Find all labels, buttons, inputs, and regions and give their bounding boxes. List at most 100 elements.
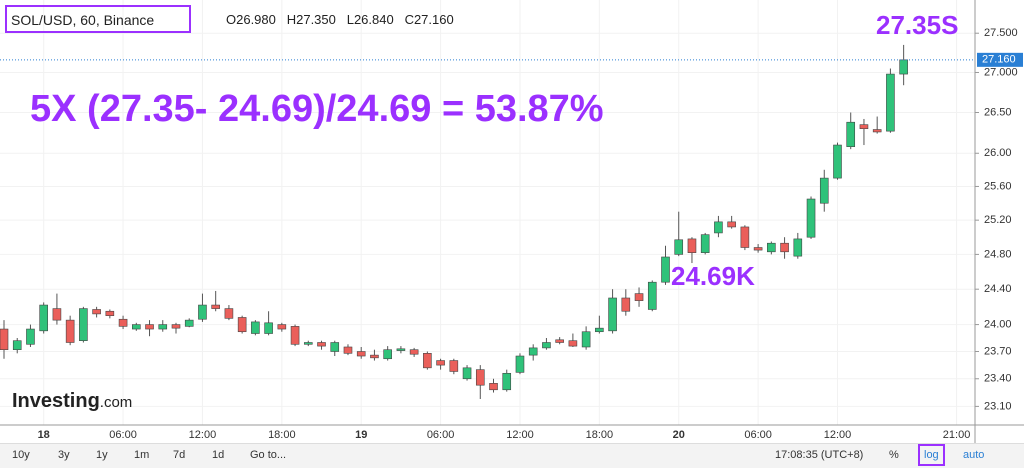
y-tick-label: 27.000 <box>984 66 1018 78</box>
y-tick-label: 23.40 <box>984 373 1012 385</box>
candle-body <box>542 342 551 349</box>
candle-body <box>727 221 736 228</box>
candle-body <box>251 321 260 334</box>
symbol-box[interactable]: SOL/USD, 60, Binance <box>5 5 191 33</box>
y-tick-label: 23.70 <box>984 345 1012 357</box>
range-button[interactable]: 1m <box>134 449 150 461</box>
candle-body <box>449 360 459 372</box>
candle-body <box>714 221 723 234</box>
log-toggle[interactable]: log <box>918 444 945 466</box>
candle-body <box>52 308 62 321</box>
candle-body <box>595 327 604 333</box>
candle-body <box>396 348 406 351</box>
y-tick-label: 25.20 <box>984 214 1012 226</box>
candle-body <box>237 317 247 333</box>
candle-body <box>515 355 525 373</box>
goto-button[interactable]: Go to... <box>250 449 287 461</box>
x-tick-label: 12:00 <box>189 429 217 441</box>
candle-body <box>647 281 657 310</box>
annotation: 5X (27.35- 24.69)/24.69 = 53.87% <box>30 88 604 130</box>
candle-body <box>330 342 340 352</box>
range-button[interactable]: 3y <box>58 449 70 461</box>
range-button[interactable]: 10y <box>12 449 30 461</box>
candle-body <box>475 369 485 386</box>
candle-body <box>859 124 869 130</box>
candle-body <box>621 297 631 312</box>
x-tick-label: 06:00 <box>109 429 137 441</box>
x-tick-label: 12:00 <box>824 429 852 441</box>
candle-body <box>0 328 9 350</box>
x-tick-label: 12:00 <box>506 429 534 441</box>
y-tick-label: 25.60 <box>984 180 1012 192</box>
percent-toggle[interactable]: % <box>889 449 899 461</box>
candle-body <box>39 304 48 332</box>
y-tick-label: 24.00 <box>984 318 1012 330</box>
toolbar: 10y 3y 1y 1m 7d 1d Go to... 17:08:35 (UT… <box>0 443 1024 468</box>
logo-suffix: .com <box>99 394 133 411</box>
candle-body <box>581 331 591 348</box>
candle-body <box>846 121 856 147</box>
candle-body <box>92 309 101 315</box>
candle-body <box>555 339 564 343</box>
candle-body <box>740 226 750 248</box>
candle-body <box>661 256 670 283</box>
candle-body <box>806 198 816 238</box>
candle-body <box>145 324 154 330</box>
last-price-box <box>977 52 1023 67</box>
candle-body <box>264 322 273 334</box>
candle-body <box>502 372 512 391</box>
x-tick-label: 18:00 <box>586 429 614 441</box>
x-tick-label: 18 <box>38 429 50 441</box>
candle-body <box>634 293 644 301</box>
auto-toggle[interactable]: auto <box>963 449 985 461</box>
range-button[interactable]: 7d <box>173 449 186 461</box>
candle-body <box>833 144 842 179</box>
candle-body <box>423 353 432 369</box>
candle-body <box>224 308 234 319</box>
candle-body <box>409 349 419 355</box>
candle-body <box>767 242 776 253</box>
range-button[interactable]: 1d <box>212 449 225 461</box>
last-price-label: 27.160 <box>982 54 1016 66</box>
x-tick-label: 19 <box>355 429 367 441</box>
candle-body <box>184 319 194 327</box>
x-tick-label: 06:00 <box>744 429 772 441</box>
x-tick-label: 06:00 <box>427 429 455 441</box>
candle-body <box>608 297 617 332</box>
candle-body <box>793 238 803 257</box>
logo-name: Investing <box>12 390 100 412</box>
candle-body <box>198 304 207 320</box>
candle-body <box>132 324 141 330</box>
candle-body <box>528 347 538 356</box>
candle-body <box>370 354 379 359</box>
clock: 17:08:35 (UTC+8) <box>775 449 864 461</box>
candle-body <box>489 383 498 391</box>
x-tick-label: 20 <box>673 429 685 441</box>
candle-body <box>819 177 829 204</box>
candle-body <box>872 129 882 133</box>
candle-body <box>118 318 128 327</box>
y-tick-label: 23.10 <box>984 400 1012 412</box>
candle-body <box>290 326 300 345</box>
candle-body <box>462 367 472 380</box>
candle-body <box>687 238 697 253</box>
candle-body <box>317 342 326 347</box>
y-tick-label: 27.500 <box>984 27 1018 39</box>
plot-area <box>0 0 975 425</box>
ohlc-header: O26.980 H27.350 L26.840 C27.160 <box>226 12 454 27</box>
y-tick-label: 26.00 <box>984 147 1012 159</box>
ohlc-close: C27.160 <box>404 12 454 27</box>
y-tick-label: 24.40 <box>984 283 1012 295</box>
candle-body <box>171 324 181 329</box>
x-tick-label: 18:00 <box>268 429 296 441</box>
candle-body <box>343 346 353 354</box>
logo: Investing.com <box>12 390 132 413</box>
y-tick-label: 26.50 <box>984 106 1012 118</box>
candle-body <box>26 328 35 345</box>
candle-body <box>65 319 75 343</box>
candle-body <box>211 304 220 309</box>
candle-body <box>79 308 88 341</box>
range-button[interactable]: 1y <box>96 449 108 461</box>
